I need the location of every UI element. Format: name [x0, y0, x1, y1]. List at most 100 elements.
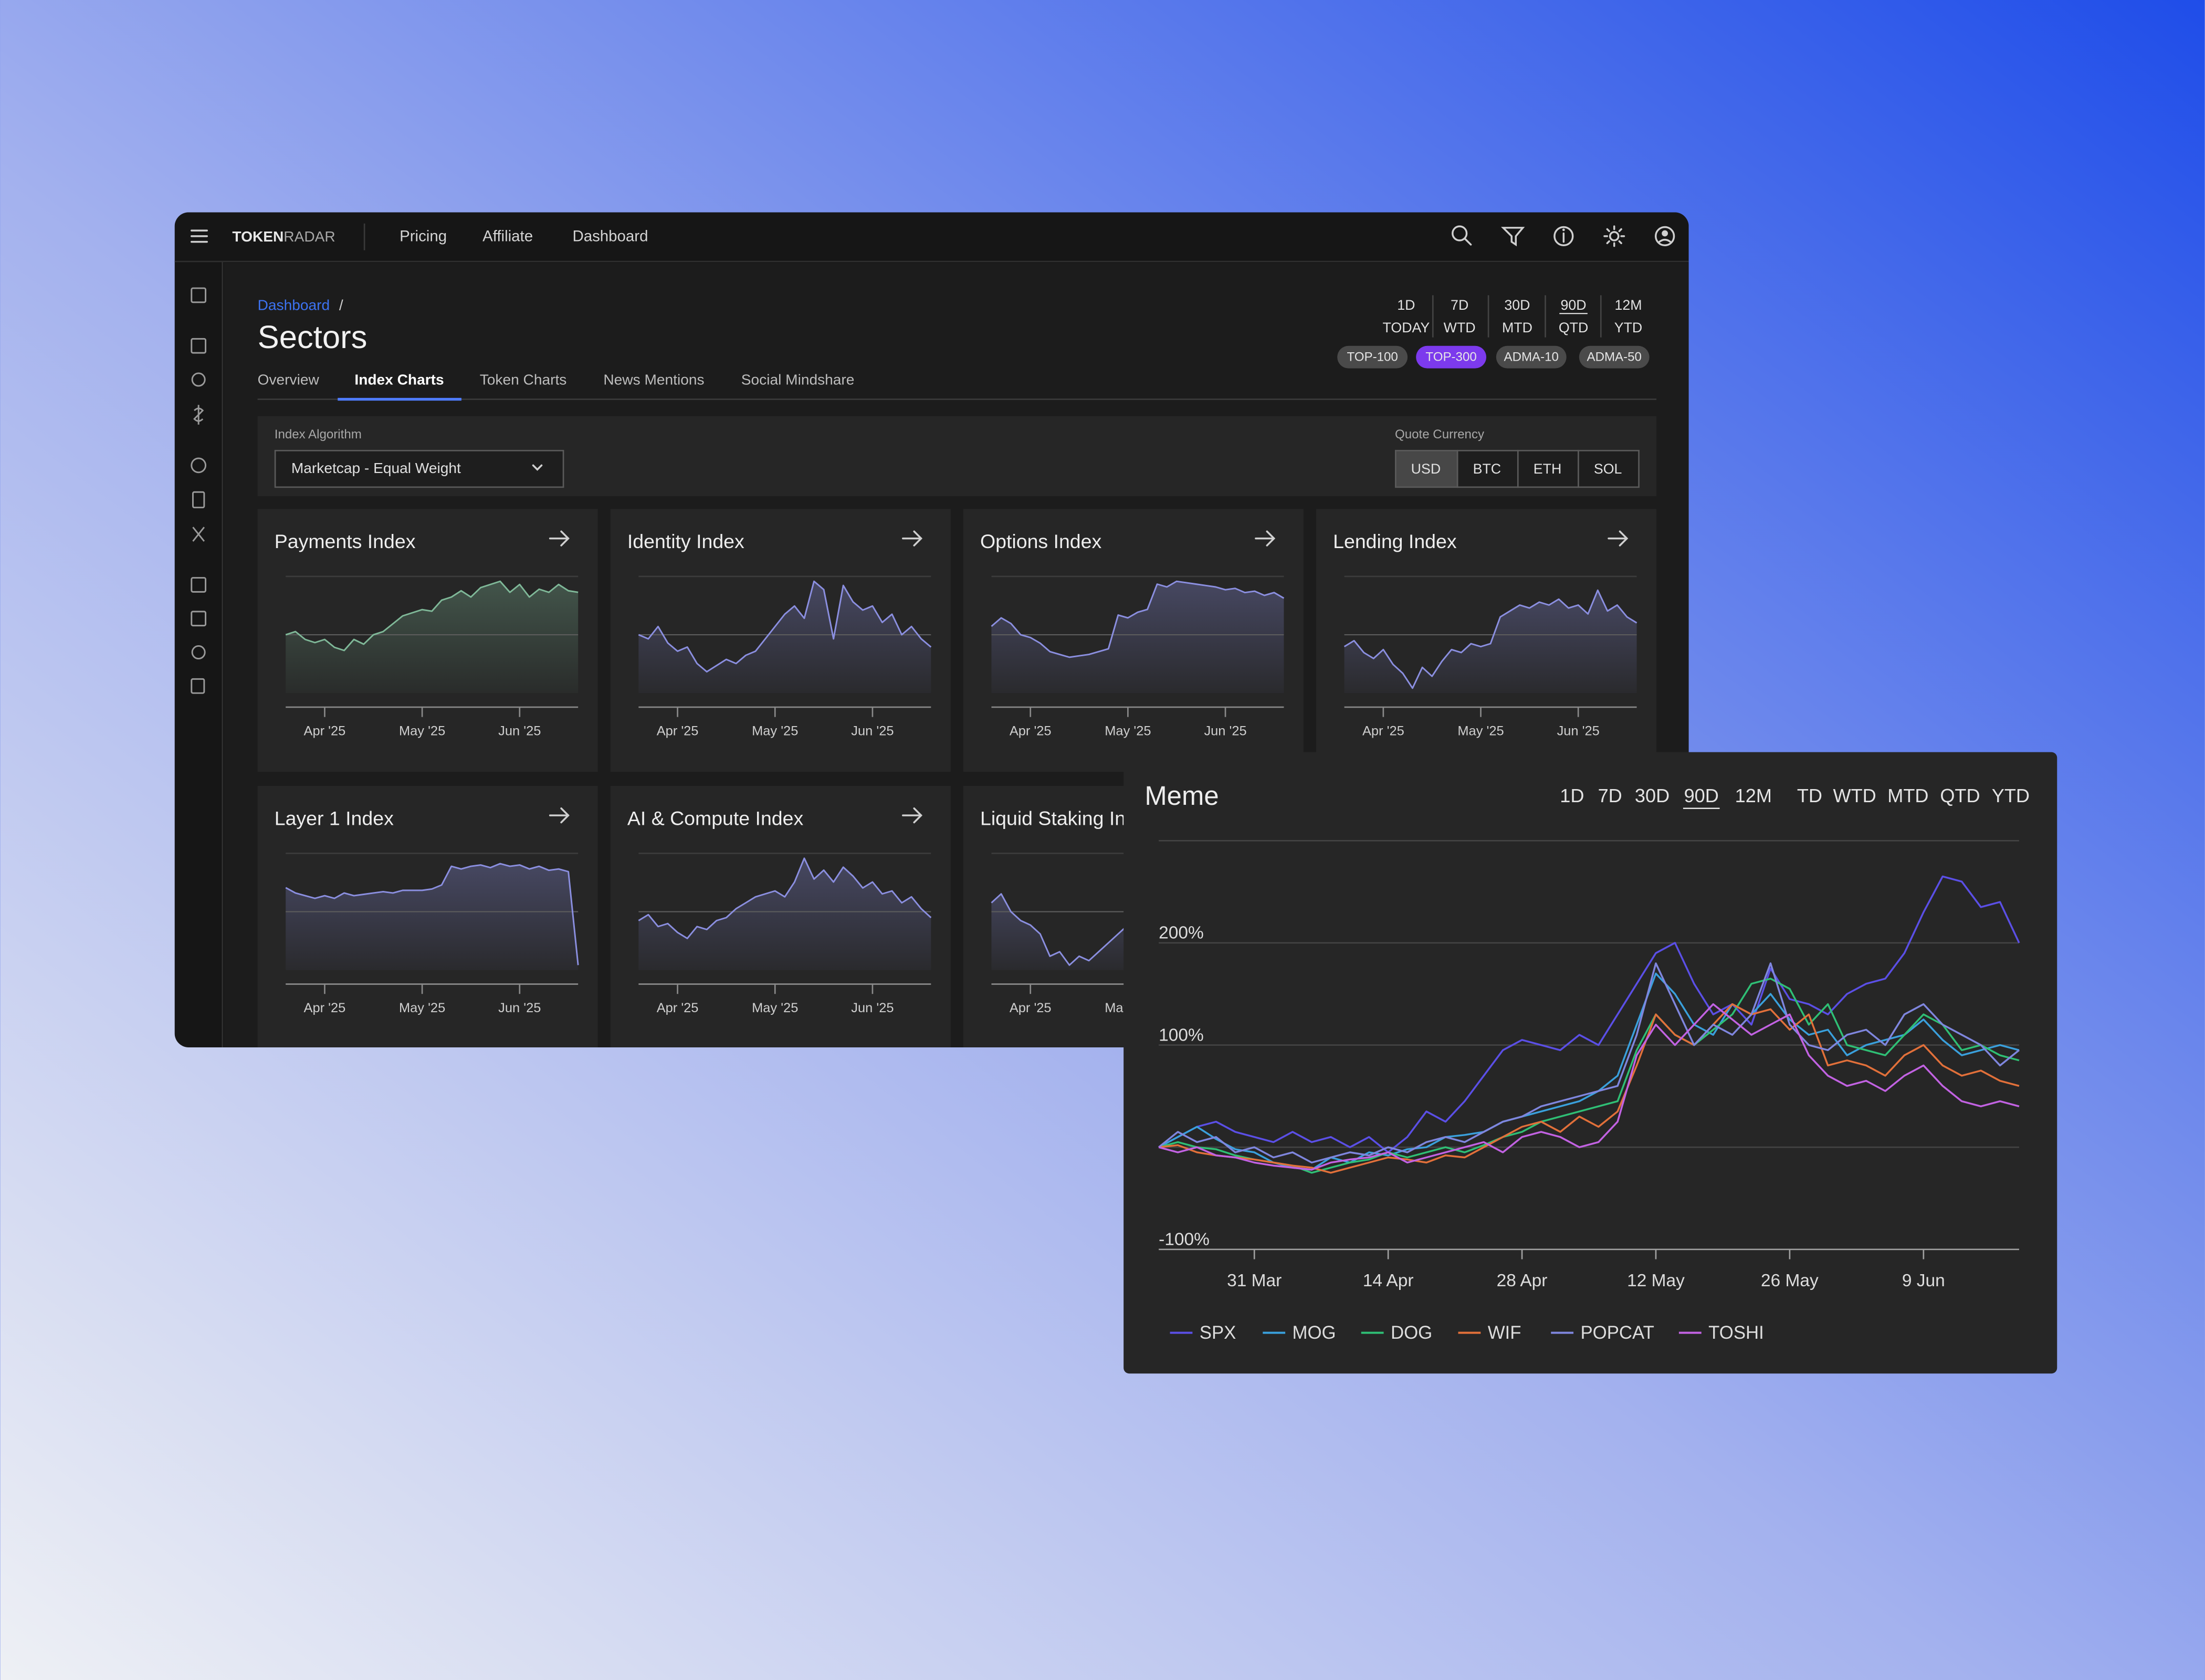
currency-label: ETH — [1534, 461, 1562, 477]
meme-panel: Meme 1D 7D 30D 90D 12M TD WTD MTD QTD YTD -100% 100… — [1124, 752, 2057, 1374]
theme-icon[interactable] — [1603, 225, 1625, 247]
tab[interactable]: Social Mindshare — [741, 372, 855, 388]
universe-label: TOP-300 — [1425, 350, 1476, 364]
currency-label: Quote Currency — [1395, 427, 1484, 442]
nav-icon[interactable] — [191, 338, 207, 354]
nav-icon[interactable] — [192, 491, 205, 509]
sparkline — [638, 857, 932, 939]
x-tick-label: Jun '25 — [498, 1001, 541, 1015]
period-option[interactable]: 1D — [1560, 785, 1584, 806]
y-tick-label: -100% — [1159, 1230, 1210, 1250]
currency-button[interactable] — [1456, 449, 1519, 488]
search-icon[interactable] — [1452, 225, 1472, 246]
period-option-sub[interactable]: TODAY — [1383, 320, 1430, 335]
open-arrow[interactable] — [902, 530, 923, 547]
legend-label[interactable]: DOG — [1391, 1322, 1432, 1343]
algorithm-label: Index Algorithm — [275, 427, 362, 442]
tab[interactable]: Index Charts — [354, 372, 444, 388]
nav-icon[interactable] — [191, 287, 207, 303]
x-tick-label: Jun '25 — [851, 1001, 894, 1015]
open-arrow[interactable] — [1255, 530, 1276, 547]
legend-label[interactable]: MOG — [1293, 1322, 1336, 1343]
period-option[interactable]: 7D — [1451, 297, 1468, 313]
period-option[interactable]: 1D — [1397, 297, 1415, 313]
open-arrow[interactable] — [1608, 530, 1629, 547]
period-option[interactable]: 7D — [1598, 785, 1622, 806]
universe-pill[interactable] — [1496, 345, 1567, 369]
period-option[interactable]: TD — [1797, 785, 1822, 806]
nav-icon[interactable] — [191, 645, 206, 660]
currency-label: SOL — [1594, 461, 1622, 477]
y-tick-label: 100% — [1159, 1025, 1204, 1045]
card-title: Payments Index — [275, 530, 416, 552]
tab[interactable]: News Mentions — [603, 372, 704, 388]
period-option[interactable]: QTD — [1940, 785, 1980, 806]
nav-icon[interactable] — [193, 405, 204, 425]
open-arrow[interactable] — [549, 530, 570, 547]
brand[interactable]: TOKENRADAR — [232, 228, 335, 244]
currency-button[interactable] — [1394, 449, 1458, 488]
x-tick-label: May '25 — [1105, 723, 1151, 738]
series-line — [1158, 1003, 2020, 1174]
period-option[interactable]: 12M — [1614, 297, 1642, 313]
legend-label[interactable]: WIF — [1488, 1322, 1521, 1343]
nav-icon[interactable] — [191, 372, 206, 387]
legend-label[interactable]: SPX — [1200, 1322, 1236, 1343]
period-option-sub[interactable]: MTD — [1502, 320, 1532, 335]
x-tick-label: Jun '25 — [1557, 723, 1600, 738]
tab[interactable]: Token Charts — [480, 372, 567, 388]
universe-pill[interactable] — [1579, 345, 1650, 369]
algorithm-select[interactable] — [274, 449, 564, 488]
legend-label[interactable]: TOSHI — [1708, 1322, 1764, 1343]
nav-icon[interactable] — [191, 577, 207, 593]
nav-icon[interactable] — [191, 457, 207, 474]
sparkline — [638, 580, 932, 673]
period-option[interactable]: MTD — [1887, 785, 1928, 806]
x-tick-label: Jun '25 — [498, 723, 541, 738]
universe-pill[interactable] — [1416, 345, 1487, 369]
x-tick-label: Apr '25 — [1010, 1001, 1052, 1015]
sparkline — [285, 863, 579, 965]
x-tick-label: Apr '25 — [304, 723, 346, 738]
nav-icon[interactable] — [191, 678, 205, 694]
x-tick-label: 12 May — [1627, 1271, 1685, 1290]
meme-card — [1124, 752, 2057, 1374]
nav-icon[interactable] — [191, 611, 207, 627]
period-option[interactable]: 30D — [1504, 297, 1530, 313]
open-arrow[interactable] — [902, 807, 923, 824]
period-option[interactable]: 12M — [1735, 785, 1772, 806]
menu-button[interactable] — [191, 229, 208, 243]
tab[interactable]: Overview — [258, 372, 320, 388]
period-option[interactable]: YTD — [1992, 785, 2030, 806]
currency-button[interactable] — [1578, 449, 1640, 488]
currency-label: BTC — [1473, 461, 1502, 477]
nav-link[interactable]: Dashboard — [572, 227, 648, 245]
series-line — [1158, 962, 2020, 1164]
nav-link[interactable]: Affiliate — [482, 227, 533, 245]
nav-icon[interactable] — [192, 527, 205, 542]
info-icon[interactable] — [1553, 226, 1574, 247]
period-option[interactable]: 30D — [1635, 785, 1670, 806]
card-title: Layer 1 Index — [275, 807, 394, 829]
open-arrow[interactable] — [549, 807, 570, 824]
sparkline-area — [286, 581, 579, 694]
breadcrumb-link[interactable]: Dashboard — [258, 297, 330, 313]
period-option-sub[interactable]: QTD — [1559, 320, 1589, 335]
nav-link[interactable]: Pricing — [400, 227, 447, 245]
card-title: AI & Compute Index — [627, 807, 804, 829]
filter-icon[interactable] — [1500, 227, 1525, 247]
period-option[interactable]: 90D — [1561, 297, 1587, 313]
universe-pill[interactable] — [1337, 345, 1408, 369]
period-option[interactable]: WTD — [1833, 785, 1876, 806]
period-option[interactable]: 90D — [1684, 785, 1719, 806]
period-option-sub[interactable]: WTD — [1444, 320, 1476, 335]
x-tick-label: 9 Jun — [1902, 1271, 1945, 1290]
legend-label[interactable]: POPCAT — [1580, 1322, 1654, 1343]
account-icon[interactable] — [1654, 226, 1675, 247]
x-tick-label: 31 Mar — [1227, 1271, 1282, 1290]
x-tick-label: Apr '25 — [657, 723, 699, 738]
period-option-sub[interactable]: YTD — [1614, 320, 1643, 335]
currency-button[interactable] — [1517, 449, 1579, 488]
